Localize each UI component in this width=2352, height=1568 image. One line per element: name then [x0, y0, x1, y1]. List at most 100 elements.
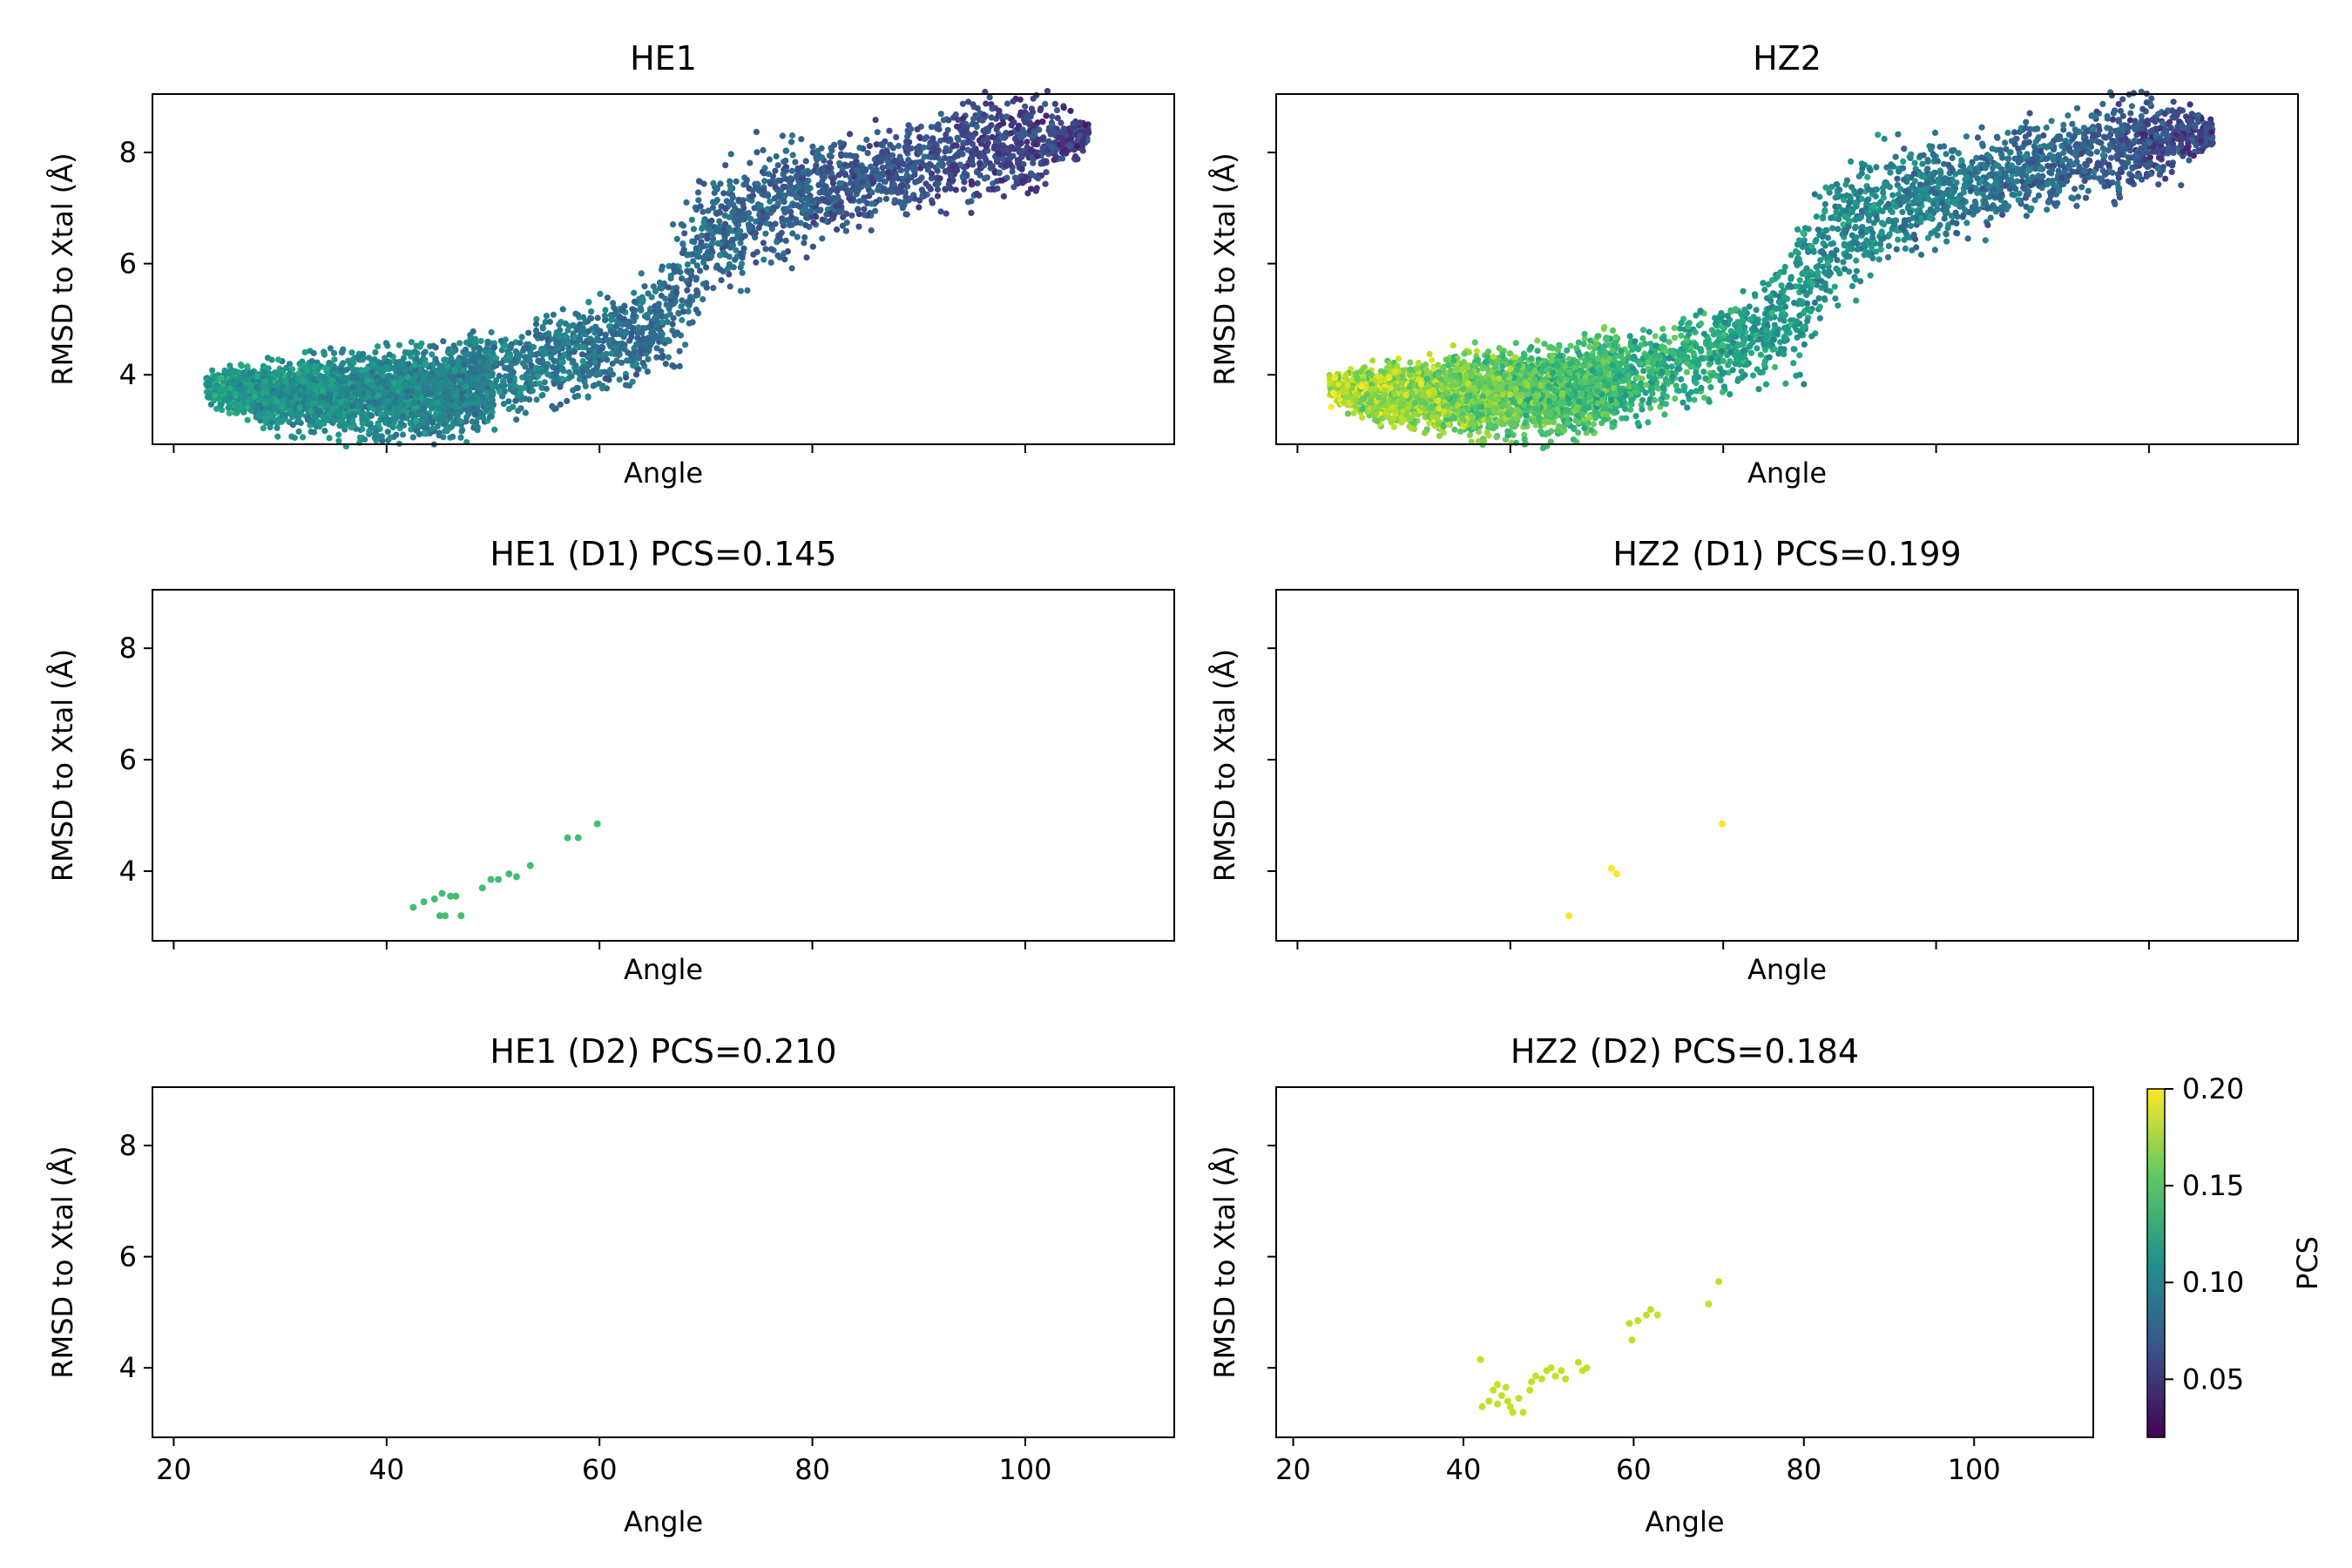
scatter-point	[973, 124, 980, 131]
scatter-point	[471, 410, 478, 417]
scatter-point	[471, 340, 478, 347]
scatter-point	[1060, 105, 1067, 112]
scatter-point	[762, 230, 769, 237]
scatter-point	[891, 197, 898, 204]
scatter-point	[816, 207, 824, 214]
scatter-point	[321, 428, 328, 435]
scatter-point	[275, 356, 282, 363]
scatter-point	[789, 230, 796, 237]
scatter-point	[903, 172, 910, 179]
scatter-point	[1042, 100, 1049, 107]
scatter-point	[693, 262, 700, 269]
scatter-point	[747, 159, 754, 166]
scatter-point	[662, 361, 669, 368]
scatter-point	[319, 413, 327, 420]
scatter-point	[1067, 143, 1074, 150]
scatter-point	[323, 402, 330, 409]
scatter-point	[991, 143, 998, 150]
scatter-point	[911, 195, 918, 202]
scatter-point	[602, 375, 609, 382]
scatter-point	[328, 382, 335, 389]
scatter-point	[1032, 141, 1039, 148]
scatter-point	[868, 200, 875, 207]
scatter-point	[476, 345, 483, 352]
scatter-point	[690, 226, 698, 233]
scatter-point	[585, 299, 592, 306]
scatter-point	[529, 388, 537, 395]
scatter-point	[404, 374, 411, 381]
scatter-point	[504, 364, 511, 372]
scatter-point	[686, 281, 693, 288]
scatter-point	[645, 355, 652, 362]
scatter-point	[896, 153, 903, 160]
scatter-point	[803, 254, 810, 261]
scatter-point	[639, 335, 647, 341]
scatter-point	[774, 239, 781, 246]
scatter-point	[653, 354, 660, 361]
scatter-point	[1026, 122, 1033, 129]
scatter-point	[737, 240, 744, 247]
scatter-point	[774, 200, 781, 207]
scatter-point	[1059, 155, 1066, 162]
scatter-point	[496, 372, 503, 380]
scatter-point	[648, 294, 655, 301]
scatter-point	[767, 259, 774, 266]
scatter-point	[666, 311, 673, 318]
scatter-point	[973, 190, 980, 197]
scatter-point	[533, 396, 540, 403]
scatter-point	[754, 149, 760, 156]
scatter-point	[999, 177, 1006, 184]
scatter-point	[572, 368, 579, 375]
scatter-point	[808, 197, 815, 204]
scatter-point	[1019, 126, 1026, 133]
scatter-point	[894, 159, 901, 166]
scatter-point	[1059, 139, 1066, 146]
scatter-point	[577, 336, 584, 343]
scatter-point	[726, 253, 733, 260]
scatter-point	[585, 394, 591, 401]
scatter-point	[512, 397, 519, 404]
scatter-point	[630, 306, 637, 313]
scatter-point	[457, 434, 464, 441]
scatter-point	[454, 412, 462, 419]
scatter-point	[448, 356, 455, 363]
scatter-point	[873, 160, 880, 167]
scatter-point	[999, 142, 1006, 149]
scatter-point	[961, 179, 968, 186]
scatter-point	[819, 216, 826, 223]
scatter-point	[434, 422, 441, 429]
scatter-point	[676, 362, 683, 369]
scatter-point	[429, 419, 436, 426]
scatter-point	[1053, 106, 1061, 114]
scatter-point	[1027, 113, 1034, 120]
scatter-point	[666, 337, 672, 345]
scatter-point	[369, 382, 376, 389]
scatter-point	[834, 187, 841, 195]
scatter-point	[859, 179, 866, 186]
scatter-point	[928, 170, 936, 177]
scatter-point	[699, 224, 706, 231]
scatter-point	[319, 394, 326, 401]
scatter-point	[384, 429, 391, 436]
scatter-point	[238, 362, 245, 369]
scatter-point	[953, 142, 960, 149]
scatter-point	[475, 399, 482, 406]
scatter-point	[253, 402, 260, 409]
scatter-point	[507, 354, 514, 361]
scatter-point	[749, 187, 756, 194]
scatter-point	[993, 178, 1000, 185]
scatter-point	[341, 375, 348, 382]
scatter-point	[688, 216, 696, 223]
scatter-point	[211, 373, 218, 380]
scatter-point	[777, 177, 784, 184]
scatter-point	[782, 157, 789, 164]
data-points	[203, 87, 1092, 449]
scatter-point	[696, 178, 703, 185]
scatter-point	[578, 351, 586, 358]
scatter-point	[359, 425, 366, 433]
scatter-point	[694, 289, 701, 296]
scatter-point	[340, 346, 347, 353]
scatter-point	[885, 169, 892, 176]
scatter-point	[968, 178, 975, 185]
scatter-point	[740, 205, 747, 212]
